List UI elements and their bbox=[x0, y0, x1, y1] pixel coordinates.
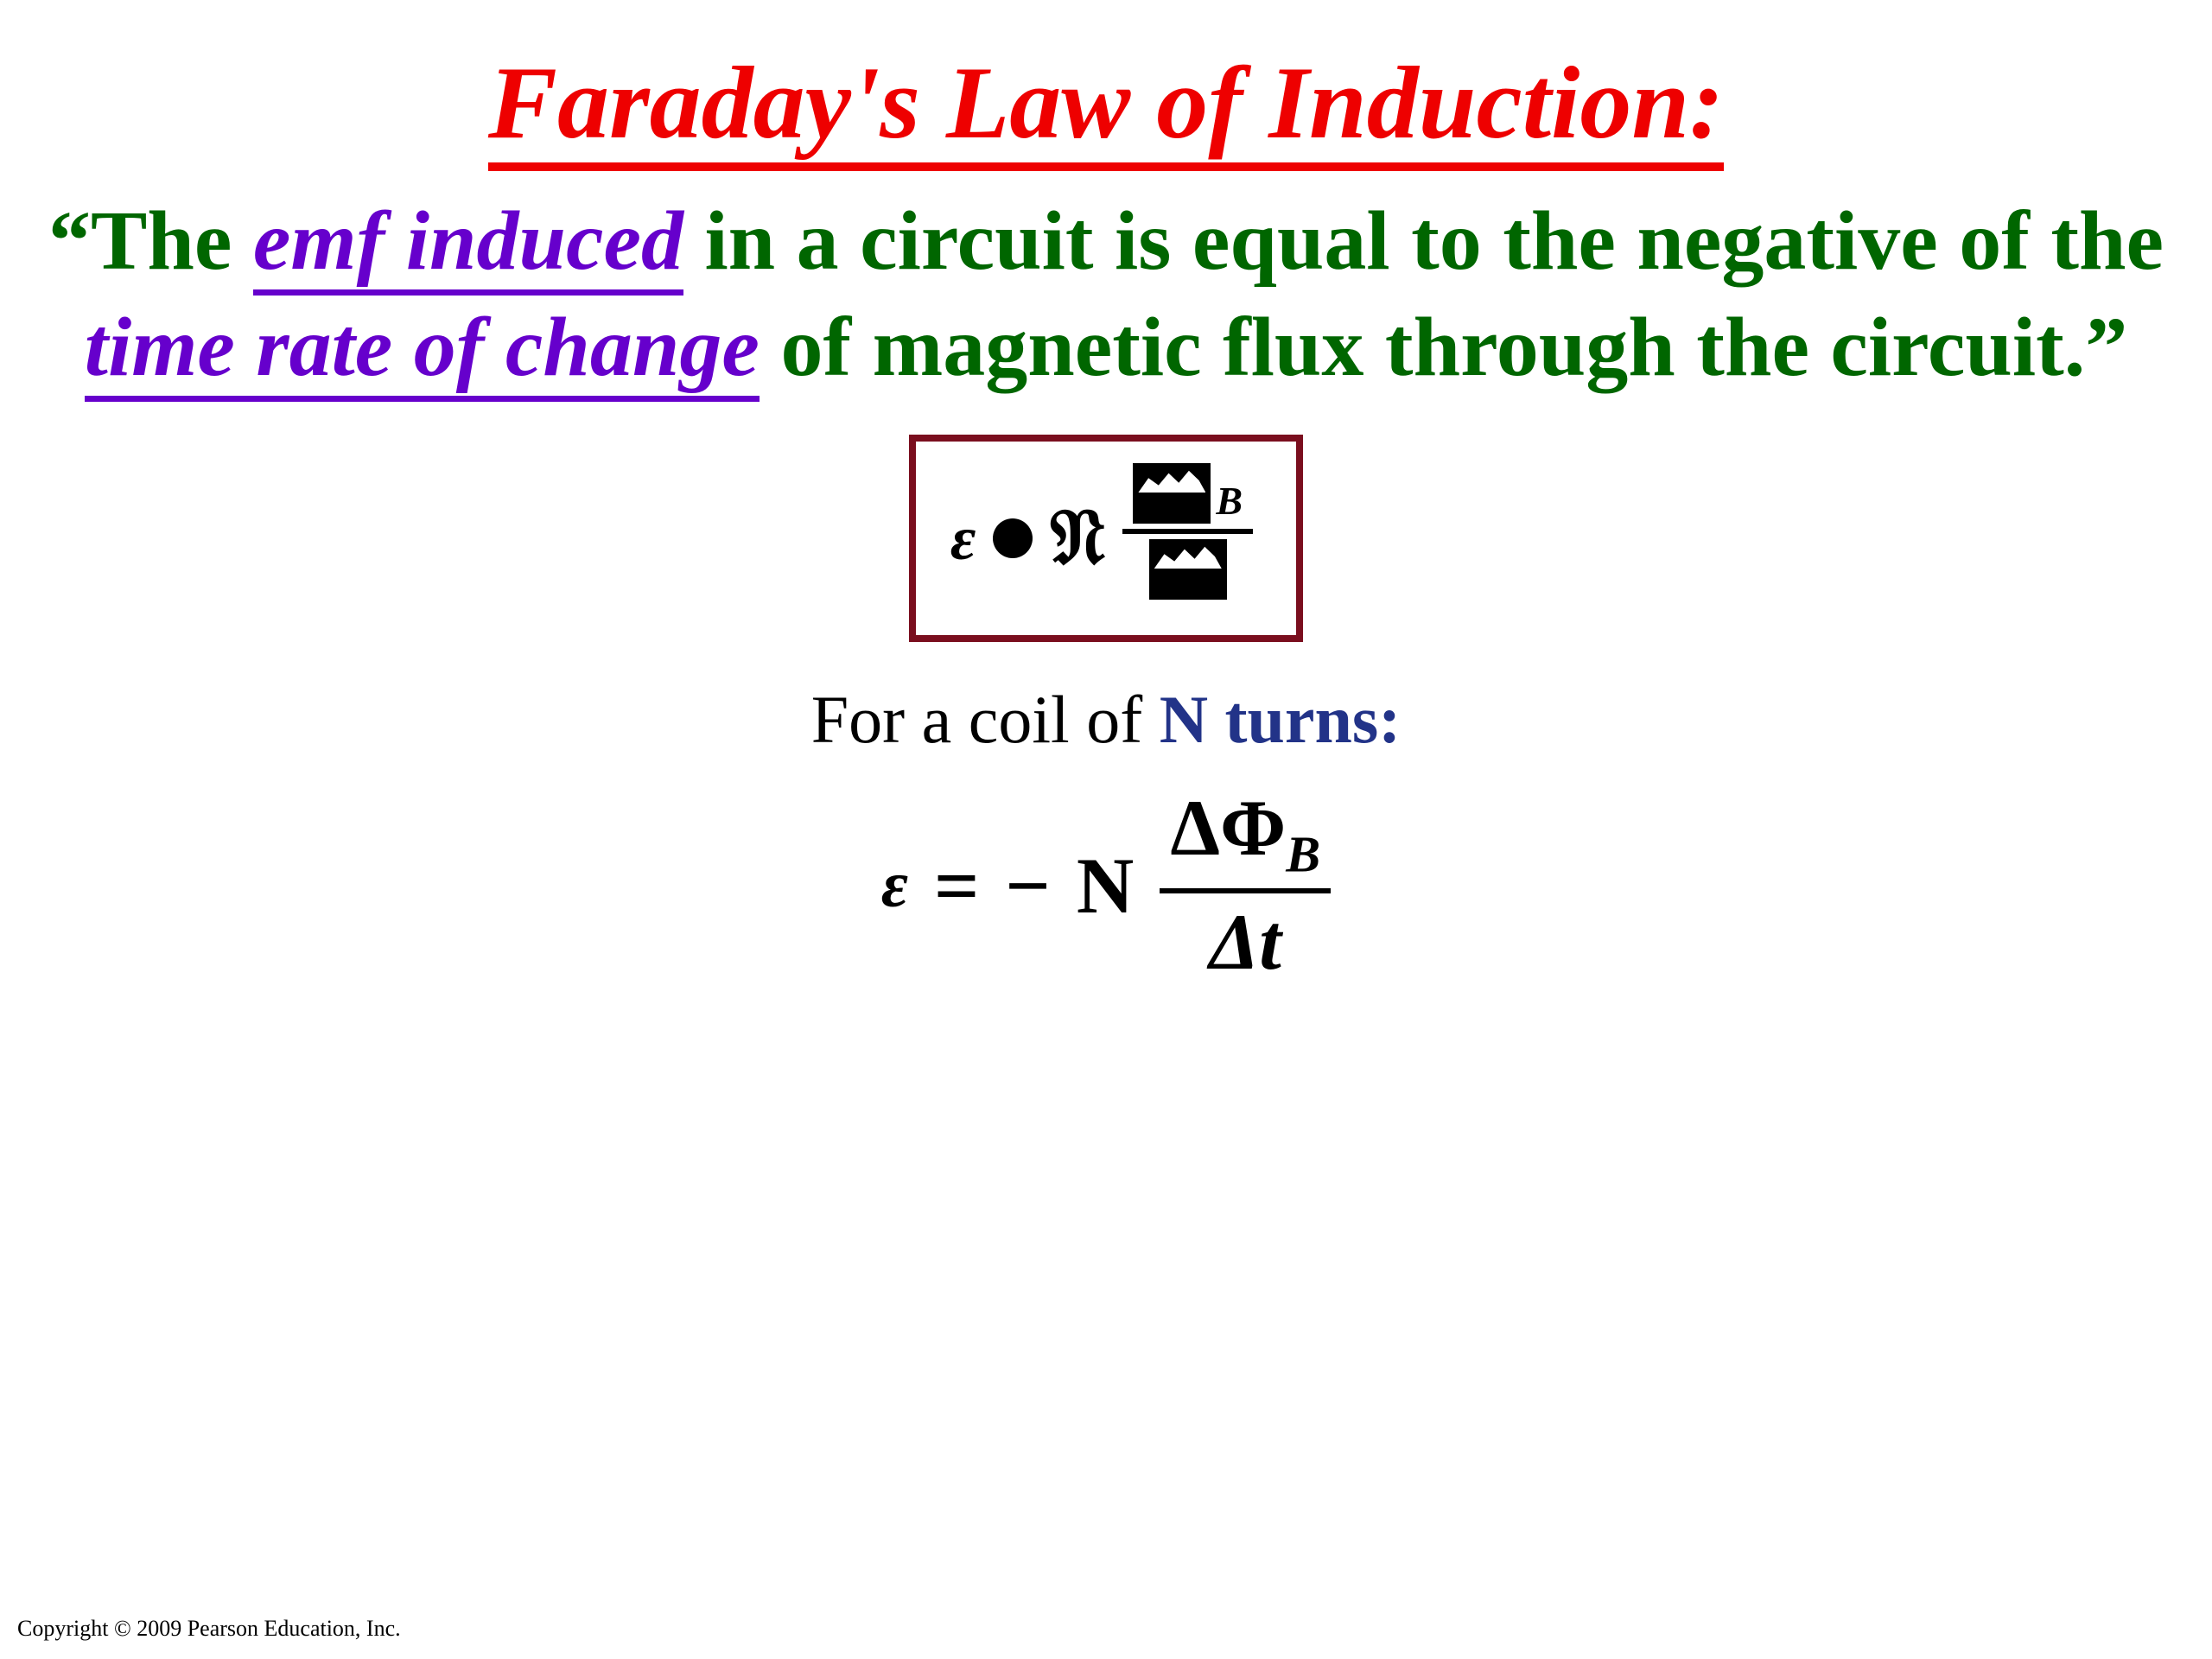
formula-epsilon: ε bbox=[950, 503, 976, 575]
formula-num-sub: B bbox=[1216, 480, 1243, 524]
coil-fraction: ΔΦB Δt bbox=[1160, 785, 1331, 986]
slide-title: Faraday's Law of Induction: bbox=[488, 43, 1724, 171]
formula-den-icon bbox=[1149, 539, 1227, 600]
title-wrap: Faraday's Law of Induction: bbox=[43, 43, 2169, 171]
def-close-quote: ” bbox=[2085, 301, 2127, 394]
coil-num: ΔΦ bbox=[1170, 784, 1286, 872]
formula-fraction: B bbox=[1122, 463, 1253, 613]
coil-plain: For a coil of bbox=[811, 682, 1160, 757]
def-open-quote: “ bbox=[48, 194, 91, 288]
coil-num-sub: B bbox=[1286, 826, 1320, 883]
def-part1: in a circuit is equal to the negative of… bbox=[683, 194, 2164, 288]
formula-row: ε 𝔑 B bbox=[950, 463, 1253, 613]
coil-minus: − bbox=[1005, 840, 1050, 931]
def-the: The bbox=[91, 194, 232, 288]
coil-turns: turns: bbox=[1208, 682, 1401, 757]
coil-den: Δt bbox=[1210, 898, 1281, 986]
definition-text: “The emf induced in a circuit is equal t… bbox=[43, 188, 2169, 400]
coil-formula: ε = − N ΔΦB Δt bbox=[43, 785, 2169, 986]
formula-num-icon bbox=[1133, 463, 1211, 524]
def-emph-rate: time rate of change bbox=[85, 301, 760, 402]
formula-dot-icon bbox=[993, 518, 1033, 558]
def-part2: of magnetic flux through the circuit. bbox=[760, 301, 2085, 394]
formula-box-wrap: ε 𝔑 B bbox=[43, 435, 2169, 642]
coil-equals: = bbox=[934, 840, 979, 931]
copyright-text: Copyright © 2009 Pearson Education, Inc. bbox=[17, 1616, 401, 1642]
coil-n: N bbox=[1160, 682, 1208, 757]
def-emph-emf: emf induced bbox=[253, 194, 683, 296]
coil-text: For a coil of N turns: bbox=[43, 681, 2169, 759]
formula-box: ε 𝔑 B bbox=[909, 435, 1303, 642]
formula-glyph-icon: 𝔑 bbox=[1050, 493, 1105, 583]
coil-epsilon: ε bbox=[881, 848, 908, 923]
coil-n-sym: N bbox=[1077, 840, 1134, 931]
slide-container: Faraday's Law of Induction: “The emf ind… bbox=[0, 0, 2212, 1659]
coil-formula-row: ε = − N ΔΦB Δt bbox=[881, 785, 1331, 986]
